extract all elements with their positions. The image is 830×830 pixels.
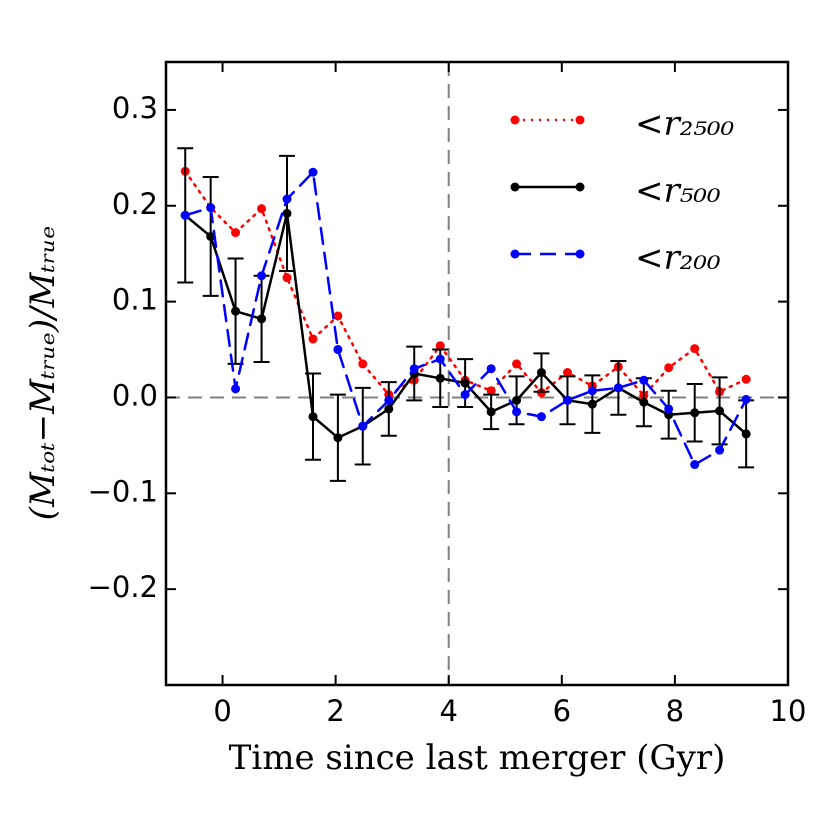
y-tick-label: 0.0	[112, 378, 158, 412]
data-point	[282, 208, 292, 218]
data-point	[512, 359, 522, 369]
data-point	[231, 306, 241, 316]
legend-marker	[575, 115, 585, 125]
data-point	[639, 397, 649, 407]
data-point	[384, 395, 394, 405]
data-point	[536, 368, 546, 378]
data-point	[639, 375, 649, 385]
legend-label: <r₅₀₀	[635, 171, 721, 211]
data-point	[384, 404, 394, 414]
data-point	[333, 345, 343, 355]
x-axis-label: Time since last merger (Gyr)	[229, 738, 726, 778]
data-point	[282, 194, 292, 204]
data-point	[536, 412, 546, 422]
x-tick-label: 2	[326, 694, 344, 728]
plot-area	[166, 62, 788, 685]
data-point	[690, 344, 700, 354]
data-point	[690, 460, 700, 470]
data-point	[333, 311, 343, 321]
legend-label: <r₂₅₀₀	[635, 104, 735, 144]
y-tick-label: 0.3	[112, 91, 158, 125]
data-point	[486, 386, 496, 396]
legend-marker	[575, 182, 585, 192]
y-tick-label: −0.2	[88, 570, 158, 604]
legend-marker	[575, 249, 585, 259]
data-point	[435, 354, 445, 364]
data-point	[206, 231, 216, 241]
data-point	[512, 407, 522, 417]
data-point	[231, 384, 241, 394]
legend-marker	[510, 249, 520, 259]
data-point	[231, 228, 241, 238]
data-point	[257, 314, 267, 324]
data-point	[206, 203, 216, 213]
legend-marker	[510, 115, 520, 125]
data-point	[308, 412, 318, 422]
data-point	[562, 395, 572, 405]
plot-frame	[164, 60, 790, 687]
data-point	[460, 378, 470, 388]
data-point	[664, 363, 674, 373]
data-point	[409, 364, 419, 374]
y-tick-label: 0.1	[112, 283, 158, 317]
data-point	[587, 386, 597, 396]
data-point	[715, 445, 725, 455]
x-tick-label: 4	[440, 694, 458, 728]
data-point	[562, 368, 572, 378]
data-point	[282, 273, 292, 283]
x-tick-label: 8	[666, 694, 684, 728]
legend-label: <r₂₀₀	[635, 238, 721, 278]
data-point	[741, 394, 751, 404]
data-point	[486, 364, 496, 374]
data-point	[613, 383, 623, 393]
data-point	[486, 407, 496, 417]
data-point	[257, 204, 267, 214]
x-tick-label: 10	[770, 694, 807, 728]
data-point	[741, 429, 751, 439]
data-point	[435, 373, 445, 383]
data-point	[333, 433, 343, 443]
data-point	[358, 421, 368, 431]
data-point	[715, 406, 725, 416]
y-tick-label: −0.1	[88, 474, 158, 508]
data-point	[180, 210, 190, 220]
y-axis-label: (Mₜₒₜ−Mₜᵣᵤₑ)/Mₜᵣᵤₑ	[23, 226, 63, 521]
data-point	[358, 359, 368, 369]
data-point	[308, 334, 318, 344]
data-point	[512, 395, 522, 405]
x-tick-label: 6	[553, 694, 571, 728]
data-point	[664, 404, 674, 414]
data-point	[460, 390, 470, 400]
legend: <r₂₅₀₀ <r₅₀₀ <r₂₀₀	[510, 104, 735, 278]
legend-marker	[510, 182, 520, 192]
data-point	[690, 408, 700, 418]
data-point	[435, 341, 445, 351]
data-point	[308, 167, 318, 177]
x-tick-label: 0	[213, 694, 231, 728]
data-point	[587, 399, 597, 409]
data-point	[741, 374, 751, 384]
y-tick-label: 0.2	[112, 187, 158, 221]
data-point	[257, 271, 267, 281]
